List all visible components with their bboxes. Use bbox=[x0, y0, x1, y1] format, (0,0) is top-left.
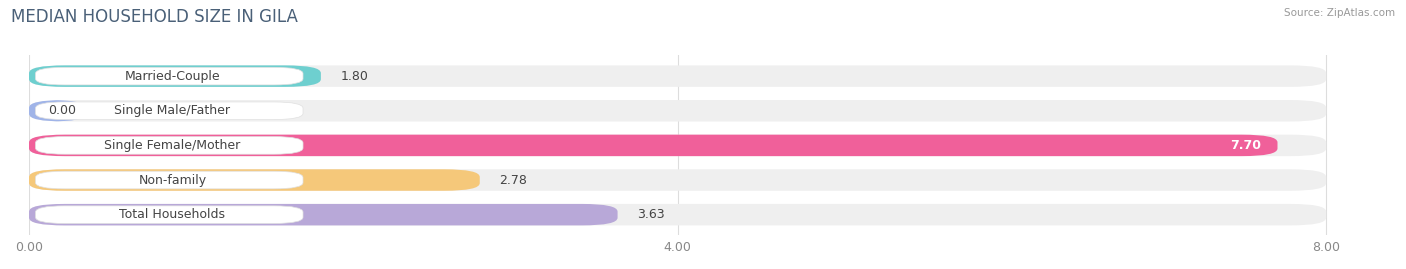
FancyBboxPatch shape bbox=[30, 100, 86, 122]
FancyBboxPatch shape bbox=[35, 206, 304, 224]
FancyBboxPatch shape bbox=[30, 169, 1326, 191]
FancyBboxPatch shape bbox=[30, 135, 1326, 156]
FancyBboxPatch shape bbox=[30, 169, 479, 191]
FancyBboxPatch shape bbox=[35, 137, 304, 154]
FancyBboxPatch shape bbox=[30, 65, 321, 87]
FancyBboxPatch shape bbox=[30, 204, 617, 225]
Text: MEDIAN HOUSEHOLD SIZE IN GILA: MEDIAN HOUSEHOLD SIZE IN GILA bbox=[11, 8, 298, 26]
Text: Total Households: Total Households bbox=[120, 208, 225, 221]
FancyBboxPatch shape bbox=[35, 102, 304, 119]
Text: 2.78: 2.78 bbox=[499, 174, 527, 186]
Text: Single Female/Mother: Single Female/Mother bbox=[104, 139, 240, 152]
FancyBboxPatch shape bbox=[30, 100, 1326, 122]
Text: 3.63: 3.63 bbox=[637, 208, 665, 221]
Text: 0.00: 0.00 bbox=[48, 104, 76, 117]
FancyBboxPatch shape bbox=[30, 204, 1326, 225]
Text: Non-family: Non-family bbox=[138, 174, 207, 186]
Text: Married-Couple: Married-Couple bbox=[125, 70, 221, 83]
FancyBboxPatch shape bbox=[30, 65, 1326, 87]
Text: 7.70: 7.70 bbox=[1230, 139, 1261, 152]
Text: Single Male/Father: Single Male/Father bbox=[114, 104, 231, 117]
FancyBboxPatch shape bbox=[35, 67, 304, 85]
Text: 1.80: 1.80 bbox=[340, 70, 368, 83]
FancyBboxPatch shape bbox=[35, 171, 304, 189]
Text: Source: ZipAtlas.com: Source: ZipAtlas.com bbox=[1284, 8, 1395, 18]
FancyBboxPatch shape bbox=[30, 135, 1278, 156]
